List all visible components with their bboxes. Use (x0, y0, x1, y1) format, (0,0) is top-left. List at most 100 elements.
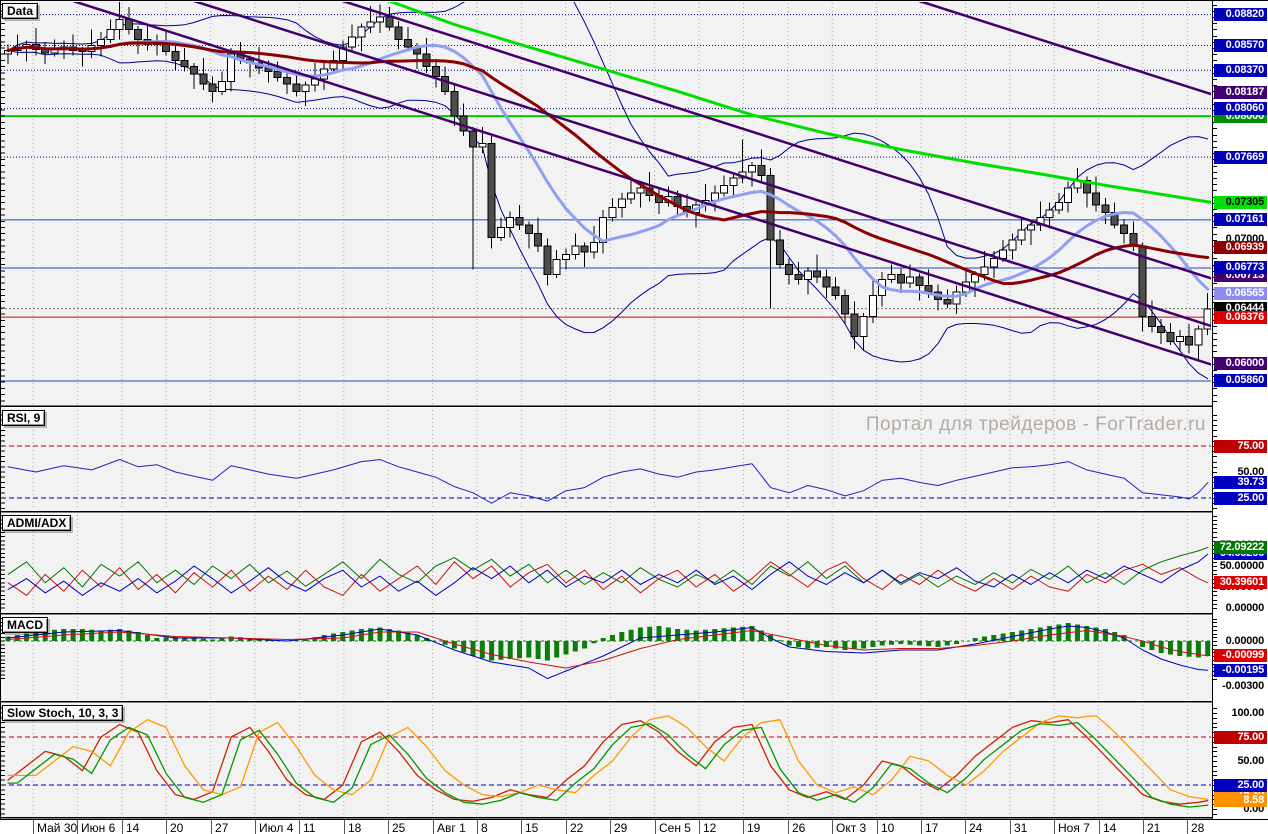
scale-tick (1213, 36, 1217, 37)
date-tick (477, 820, 478, 834)
scale-tick (1213, 166, 1217, 167)
panel-label-stoch: Slow Stoch, 10, 3, 3 (2, 705, 124, 721)
scale-tick (1213, 747, 1217, 748)
scale-tick (1213, 234, 1217, 235)
date-label: Июн 6 (81, 821, 116, 834)
scale-tick (1213, 723, 1217, 724)
date-label: Май 30 (37, 821, 78, 834)
price-badge: 0.06773 (1214, 261, 1267, 274)
price-badge: 0.07669 (1214, 151, 1267, 164)
scale-tick (1213, 351, 1217, 352)
date-label: Ноя 7 (1058, 821, 1090, 834)
panel-adx (7, 515, 1209, 612)
scale-tick (1213, 532, 1217, 533)
date-label: Авг 1 (437, 821, 466, 834)
date-label: 8 (481, 821, 488, 834)
scale-tick (1213, 79, 1217, 80)
price-badge: 0.05860 (1214, 374, 1267, 387)
scale-tick (1213, 370, 1217, 371)
date-tick (832, 820, 833, 834)
scale-tick (1213, 574, 1217, 575)
price-badge: 0.06939 (1214, 241, 1267, 254)
scale-tick (1213, 141, 1217, 142)
date-tick (743, 820, 744, 834)
scale-tick (1213, 345, 1217, 346)
scale-tick (1213, 634, 1217, 635)
time-scale[interactable]: Май 30 Июн 6 14 20 27 Июл 4 11 18 25 Авг 1 8 15 22 29… (0, 819, 1268, 834)
scale-tick (1213, 472, 1217, 473)
date-tick (255, 820, 256, 834)
watermark: Портал для трейдеров - ForTrader.ru (865, 414, 1206, 435)
scale-tick (1213, 766, 1217, 767)
scale-tick (1213, 54, 1217, 55)
scale-tick (1213, 622, 1217, 623)
scale-tick (1213, 566, 1217, 567)
price-scale[interactable]: 0.080000.070000.060000.080000.088200.085… (1212, 1, 1268, 834)
scale-tick (1213, 756, 1217, 757)
scale-tick (1213, 619, 1217, 620)
date-label: 12 (703, 821, 717, 834)
date-tick (566, 820, 567, 834)
scale-tick (1213, 258, 1217, 259)
date-label: 27 (215, 821, 229, 834)
scale-tick (1213, 713, 1217, 714)
scale-tick (1213, 718, 1217, 719)
scale-label: 50.00 (1237, 755, 1264, 767)
date-tick (433, 820, 434, 834)
scale-label: -0.00300 (1222, 680, 1264, 692)
scale-tick (1213, 462, 1217, 463)
scale-tick (1213, 516, 1217, 517)
date-tick (1187, 820, 1188, 834)
scale-tick (1213, 326, 1217, 327)
panel-stoch (1, 705, 1211, 816)
price-badge: 25.00 (1214, 492, 1267, 505)
scale-tick (1213, 520, 1217, 521)
date-label: 21 (1147, 821, 1161, 834)
price-badge: 39.73 (1214, 476, 1267, 489)
date-label: 28 (1191, 821, 1205, 834)
scale-tick (1213, 128, 1217, 129)
price-badge: 0.08570 (1214, 39, 1267, 52)
panel-label-data: Data (2, 3, 39, 19)
scale-tick (1213, 679, 1217, 680)
chart-canvas[interactable] (0, 1, 1212, 819)
price-badge: 25.00 (1214, 779, 1267, 792)
scale-tick (1213, 775, 1217, 776)
date-tick (521, 820, 522, 834)
date-tick (1010, 820, 1011, 834)
panel-label-rsi: RSI, 9 (2, 410, 46, 426)
date-label: Сен 5 (659, 821, 691, 834)
scale-tick (1213, 570, 1217, 571)
scale-tick (1213, 172, 1217, 173)
scale-tick (1213, 604, 1217, 605)
scale-tick (1213, 29, 1217, 30)
panel-label-adx: ADMI/ADX (2, 515, 72, 531)
price-badge: 0.08060 (1214, 102, 1267, 115)
scale-tick (1213, 809, 1217, 810)
scale-tick (1213, 5, 1217, 6)
scale-tick (1213, 415, 1217, 416)
scale-tick (1213, 626, 1217, 627)
scale-label: 0.00000 (1225, 635, 1265, 647)
scale-tick (1213, 425, 1217, 426)
scale-tick (1213, 184, 1217, 185)
scale-tick (1213, 85, 1217, 86)
panel-macd (1, 617, 1211, 700)
date-label: 22 (570, 821, 584, 834)
scale-label: 50.00 (1237, 466, 1264, 478)
scale-tick (1213, 436, 1217, 437)
scale-tick (1213, 595, 1217, 596)
date-tick (299, 820, 300, 834)
scale-tick (1213, 645, 1217, 646)
scale-tick (1213, 190, 1217, 191)
scale-tick (1213, 600, 1217, 601)
scale-label: 100.00 (1231, 707, 1265, 719)
scale-tick (1213, 630, 1217, 631)
price-badge: 0.07305 (1214, 196, 1267, 209)
scale-tick (1213, 814, 1217, 815)
date-tick (211, 820, 212, 834)
date-label: 17 (925, 821, 939, 834)
scale-tick (1213, 508, 1217, 509)
scale-tick (1213, 771, 1217, 772)
